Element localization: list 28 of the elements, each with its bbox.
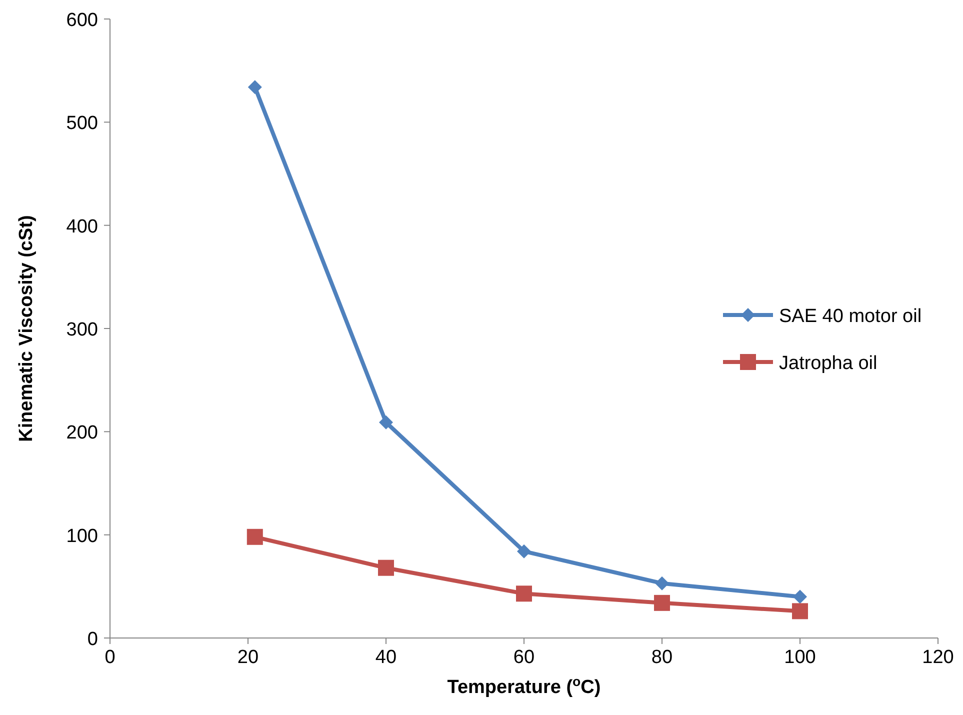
- point: [246, 528, 263, 545]
- point: [793, 590, 807, 604]
- point: [516, 586, 532, 602]
- x-axis-title: Temperature ($^{o}$C): [447, 674, 601, 698]
- point: [378, 560, 394, 576]
- y-axis-title: Kinematic Viscosity (cSt): [16, 215, 37, 442]
- y-tick-label: 0: [87, 629, 98, 650]
- x-tick-label: 40: [375, 647, 397, 668]
- x-tick-label: 60: [513, 647, 535, 668]
- x-tick-label: 100: [784, 647, 816, 668]
- x-tick-label: 120: [922, 647, 954, 668]
- x-tick-label: 20: [237, 647, 259, 668]
- point: [248, 80, 262, 94]
- point: [517, 544, 531, 558]
- y-tick-label: 300: [66, 320, 98, 340]
- x-tick-label: 0: [104, 647, 116, 668]
- legend-label: SAE 40 motor oil: [779, 306, 922, 327]
- point: [655, 576, 669, 590]
- y-tick-label: 100: [66, 526, 98, 547]
- point: [792, 603, 808, 620]
- point: [379, 415, 393, 430]
- point: [654, 594, 670, 611]
- x-tick-label: 80: [651, 647, 673, 668]
- y-tick-label: 200: [66, 422, 98, 444]
- legend-label: Jatropha oil: [779, 353, 878, 374]
- y-tick-label: 600: [66, 10, 98, 31]
- y-tick-label: 500: [66, 113, 98, 134]
- y-tick-label: 400: [66, 216, 98, 238]
